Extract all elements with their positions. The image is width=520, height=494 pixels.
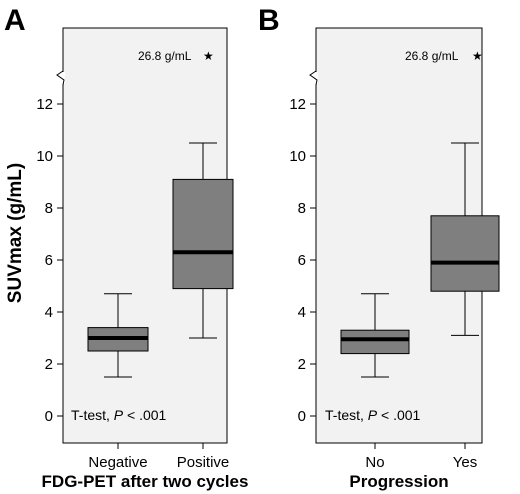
panel-a: A 0 2 4 6 8 10 12 Negative Positive 26.8 g/mL ★ T-te… [4,4,248,491]
y-tick-label: 4 [45,304,53,321]
y-tick-label: 6 [298,252,306,269]
outlier-star-icon: ★ [203,49,214,63]
y-tick-label: 10 [289,148,306,165]
box [340,329,410,355]
y-tick-label: 4 [298,304,306,321]
box [430,215,500,292]
test-annotation: T-test, P < .001 [71,407,167,423]
y-tick-label: 2 [45,356,53,373]
y-tick-label: 6 [45,252,53,269]
y-tick-label: 10 [36,148,53,165]
axis-break-marker [56,70,65,86]
x-tick-label: Yes [453,454,477,471]
x-tick-label: Positive [177,454,230,471]
x-tick-label: Negative [88,454,147,471]
y-tick-label: 12 [289,96,306,113]
panel-letter: A [4,4,26,37]
y-axis-label: SUVmax (g/mL) [5,163,26,303]
y-tick-label: 8 [298,200,306,217]
test-annotation: T-test, P < .001 [325,407,421,423]
outlier-note: 26.8 g/mL [405,49,459,63]
x-axis-label: FDG-PET after two cycles [42,472,249,491]
y-tick-label: 8 [45,200,53,217]
y-tick-label: 0 [45,408,53,425]
axis-break-marker [309,70,318,86]
box [172,178,234,290]
panel-b: B 0 2 4 6 8 10 12 No Yes 26.8 g/mL ★ T-test, P < .00… [258,4,500,491]
outlier-star-icon: ★ [472,49,483,63]
x-axis-label: Progression [349,472,448,491]
y-tick-label: 12 [36,96,53,113]
outlier-note: 26.8 g/mL [138,49,192,63]
y-tick-label: 0 [298,408,306,425]
y-tick-label: 2 [298,356,306,373]
panel-letter: B [258,4,280,37]
x-tick-label: No [365,454,384,471]
